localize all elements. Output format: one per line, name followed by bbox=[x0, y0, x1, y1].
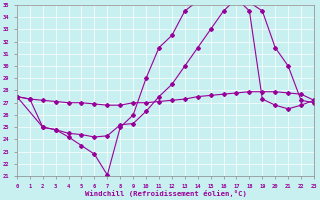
X-axis label: Windchill (Refroidissement éolien,°C): Windchill (Refroidissement éolien,°C) bbox=[84, 190, 246, 197]
